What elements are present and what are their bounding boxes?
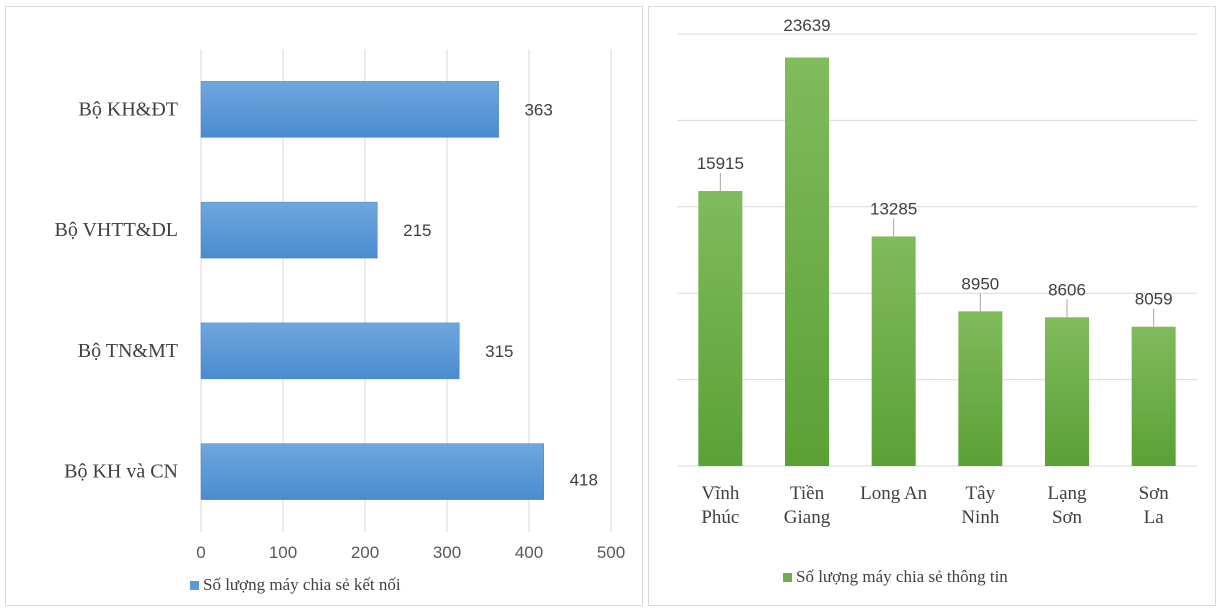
x-tick-label: 400 [515, 543, 543, 562]
category-label: Sơn La [1139, 483, 1170, 528]
data-label: 363 [524, 100, 552, 119]
bar-0 [200, 81, 499, 138]
x-tick-label: 200 [351, 543, 379, 562]
data-label: 315 [485, 342, 513, 361]
category-label: Long An [860, 483, 928, 504]
x-tick-label: 300 [433, 543, 461, 562]
left-chart-panel: Bộ KH&ĐT Bộ VHTT&DL Bộ TN&MT Bộ KH và CN 36… [5, 6, 643, 606]
x-tick-label: 100 [269, 543, 297, 562]
bar-2 [200, 322, 460, 380]
category-label: Bộ TN&MT [78, 340, 178, 362]
x-tick-label: 0 [196, 543, 205, 562]
column-2 [871, 236, 916, 466]
legend-swatch-connections [190, 581, 199, 590]
bar-1 [200, 201, 378, 259]
category-label: Bộ KH&ĐT [79, 98, 178, 120]
horizontal-bar-chart: Bộ KH&ĐT Bộ VHTT&DL Bộ TN&MT Bộ KH và CN 36… [54, 49, 625, 594]
data-label: 15915 [697, 154, 744, 173]
data-label: 8606 [1048, 280, 1086, 299]
category-label: Tây Ninh [961, 483, 1000, 528]
x-tick-label: 500 [597, 543, 625, 562]
data-label: 13285 [870, 199, 917, 218]
right-chart-panel: 15915 23639 13285 8950 8606 8059 Vĩnh Phúc Tiền… [648, 6, 1216, 606]
legend-swatch-information [783, 573, 792, 582]
category-label: Vĩnh Phúc [701, 483, 740, 528]
data-label: 215 [403, 221, 431, 240]
data-label: 418 [570, 471, 598, 490]
column-1 [785, 57, 829, 467]
data-label: 8950 [961, 274, 999, 293]
category-label: Bộ KH và CN [64, 461, 178, 483]
category-label: Lạng Sơn [1047, 483, 1087, 528]
data-label: 23639 [783, 16, 830, 35]
bar-3 [200, 443, 545, 500]
column-0 [698, 190, 743, 466]
category-label: Tiền Giang [784, 483, 831, 528]
column-5 [1131, 326, 1176, 466]
legend-label-connections: Số lượng máy chia sẻ kết nối [203, 575, 401, 594]
vertical-bar-chart: 15915 23639 13285 8950 8606 8059 Vĩnh Phúc Tiền… [677, 16, 1197, 586]
column-4 [1045, 317, 1089, 466]
data-label: 8059 [1135, 290, 1173, 309]
column-3 [958, 311, 1003, 466]
legend-label-information: Số lượng máy chia sẻ thông tin [796, 567, 1008, 586]
category-label: Bộ VHTT&DL [54, 219, 178, 241]
